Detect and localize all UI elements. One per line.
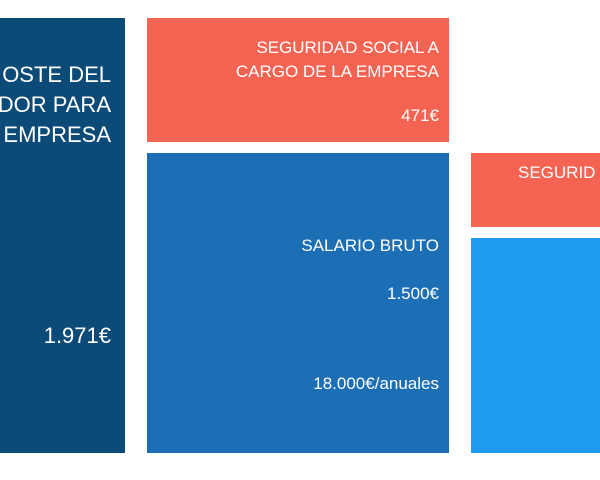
- gross-salary-monthly: 1.500€: [387, 284, 439, 303]
- employer-social-security-title-line: CARGO DE LA EMPRESA: [235, 62, 439, 81]
- employer-social-security-title-line: SEGURIDAD SOCIAL A: [256, 38, 439, 57]
- employer-social-security-block: SEGURIDAD SOCIAL A CARGO DE LA EMPRESA 4…: [147, 18, 449, 142]
- employee-social-security-title: SEGURID: [518, 163, 596, 182]
- employer-social-security-title: SEGURIDAD SOCIAL A CARGO DE LA EMPRESA: [236, 36, 439, 84]
- total-cost-title-line: OSTE DEL: [2, 62, 111, 87]
- gross-salary-annual: 18.000€/anuales: [313, 374, 439, 393]
- employee-social-security-block: SEGURID: [471, 153, 600, 227]
- total-cost-block: OSTE DEL DOR PARA EMPRESA 1.971€: [0, 18, 125, 453]
- gross-salary-title: SALARIO BRUTO: [301, 236, 439, 255]
- total-cost-title-line: DOR PARA: [0, 92, 111, 117]
- total-cost-amount: 1.971€: [43, 323, 111, 348]
- total-cost-title: OSTE DEL DOR PARA EMPRESA: [0, 60, 111, 150]
- employer-social-security-amount: 471€: [401, 106, 439, 125]
- gross-salary-block: SALARIO BRUTO 1.500€ 18.000€/anuales: [147, 153, 449, 453]
- total-cost-title-line: EMPRESA: [3, 122, 111, 147]
- net-salary-block: [471, 238, 600, 453]
